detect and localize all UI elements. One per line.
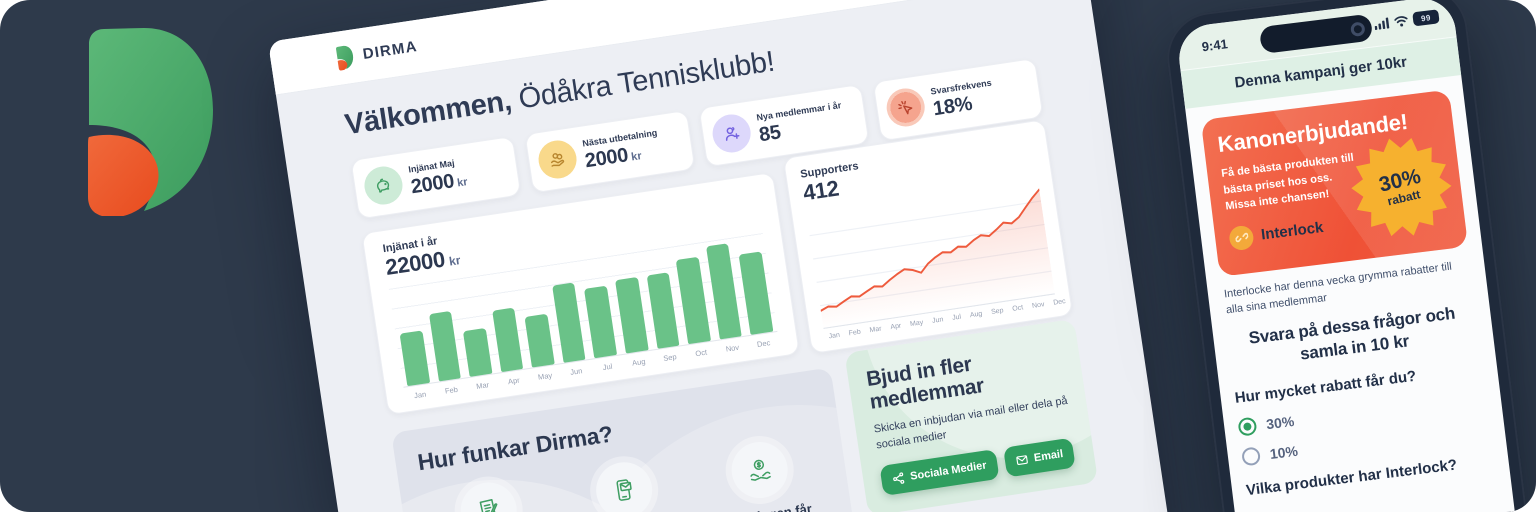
invite-buttons: Sociala Medier Email xyxy=(879,437,1077,496)
bar xyxy=(524,313,555,368)
x-tick-label: Aug xyxy=(631,356,647,368)
phone-screen: 9:41 99 Denna kampanj ger 10kr Kanonerbj… xyxy=(1175,0,1527,512)
phone-mail-icon xyxy=(592,458,656,512)
social-media-button[interactable]: Sociala Medier xyxy=(879,448,1000,496)
signal-icon xyxy=(1374,17,1390,30)
x-tick-label: Jan xyxy=(828,331,841,341)
x-tick-label: Oct xyxy=(1011,304,1024,313)
line-chart xyxy=(806,178,1055,330)
welcome-bold: Välkommen, xyxy=(342,84,514,142)
x-tick-label: Jul xyxy=(951,313,962,322)
how-it-works-item xyxy=(422,474,565,512)
x-tick-label: Nov xyxy=(1031,301,1045,310)
offer-brand-name: Interlock xyxy=(1260,218,1325,244)
starburst-icon xyxy=(1351,138,1452,237)
radio-unselected-icon[interactable] xyxy=(1241,446,1262,467)
x-tick-label: Dec xyxy=(1052,297,1067,307)
status-icons: 99 xyxy=(1373,9,1440,31)
x-tick-label: Feb xyxy=(444,384,459,396)
phone-mockup: 9:41 99 Denna kampanj ger 10kr Kanonerbj… xyxy=(1162,0,1536,512)
x-tick-label: Jun xyxy=(569,366,583,377)
dashboard-body: Välkommen, Ödåkra Tennisklubb! Injänat M… xyxy=(276,0,1170,512)
bar xyxy=(738,250,774,335)
stat-suffix: kr xyxy=(630,149,643,163)
x-tick-label: May xyxy=(909,319,924,329)
bar xyxy=(584,285,618,359)
stat-value: 85 xyxy=(757,120,783,146)
offer-card: Kanonerbjudande! Få de bästa produkten t… xyxy=(1200,89,1469,277)
email-button[interactable]: Email xyxy=(1003,437,1077,478)
cursor-spark-icon xyxy=(884,85,928,130)
hands-money-icon xyxy=(728,438,792,502)
document-pencil-icon xyxy=(456,478,521,512)
how-it-works-items: Vi får erbjudande via mail och vi Föreni… xyxy=(422,433,836,512)
bar xyxy=(399,330,430,387)
offer-brand-row: Interlock xyxy=(1227,200,1451,251)
dirma-logo-small-icon xyxy=(331,44,355,72)
discount-badge: 30% rabatt xyxy=(1345,130,1459,244)
bar xyxy=(491,307,524,373)
x-tick-label: Apr xyxy=(889,322,902,332)
dynamic-island xyxy=(1258,13,1374,55)
phone-status-bar: 9:41 99 xyxy=(1175,0,1457,71)
stat-card: Nästa utbetalning 2000 kr xyxy=(524,109,696,194)
interlock-logo-icon xyxy=(1227,224,1255,251)
x-tick-label: May xyxy=(537,370,553,382)
x-tick-label: Apr xyxy=(507,375,521,387)
x-tick-label: Jun xyxy=(931,316,944,325)
how-item-title: Föreningen får pengar xyxy=(704,498,832,512)
bar xyxy=(428,311,461,382)
invite-members-card: Bjud in fler medlemmar Skicka en inbjuda… xyxy=(844,318,1099,512)
piggy-bank-icon xyxy=(361,163,406,208)
bottom-row: Hur funkar Dirma? Vi får erbjudande via … xyxy=(391,318,1106,512)
user-plus-icon xyxy=(710,111,754,156)
bar xyxy=(705,242,743,340)
option-label: 30% xyxy=(1265,413,1296,433)
x-tick-label: Feb xyxy=(848,328,862,338)
bar xyxy=(615,277,649,354)
x-tick-label: Aug xyxy=(969,310,983,320)
status-time: 9:41 xyxy=(1200,36,1229,55)
x-tick-label: Sep xyxy=(662,352,678,363)
stat-card: Svarsfrekvens 18% xyxy=(872,57,1044,142)
wifi-icon xyxy=(1394,15,1408,27)
bar xyxy=(463,327,493,377)
how-it-works-item: Vi får erbjudande via mail och vi xyxy=(558,453,701,512)
hand-coins-icon xyxy=(535,137,580,182)
how-it-works-panel: Hur funkar Dirma? Vi får erbjudande via … xyxy=(391,367,862,512)
supporters-chart-card: Supporters 412 Jan Feb Mar Apr May Jun Jul Aug S… xyxy=(782,119,1074,355)
x-tick-label: Dec xyxy=(756,338,771,349)
x-tick-label: Jul xyxy=(602,361,613,373)
bar xyxy=(552,282,586,363)
x-tick-label: Nov xyxy=(725,342,740,354)
option-label: 10% xyxy=(1268,442,1299,463)
email-icon xyxy=(1015,453,1029,467)
dirma-logo-icon xyxy=(58,20,218,218)
stat-suffix: kr xyxy=(456,175,469,190)
camera-icon xyxy=(1349,20,1366,37)
x-tick-label: Mar xyxy=(869,325,883,335)
dashboard-topbar: DIRMA xyxy=(268,0,1087,96)
share-icon xyxy=(892,472,906,486)
battery-icon: 99 xyxy=(1412,9,1440,27)
stat-value: 2000 xyxy=(409,169,456,198)
bar xyxy=(646,272,680,349)
bar xyxy=(675,256,711,345)
stat-card: Injänat Maj 2000 kr xyxy=(350,135,522,220)
x-tick-label: Oct xyxy=(694,347,708,359)
brand-name: DIRMA xyxy=(361,38,419,64)
charts-row: Injänat i år 22000 kr Jan Feb Mar Apr May Jun… xyxy=(361,119,1074,417)
how-it-works-item: Föreningen får pengar Annonsörerna bidra… xyxy=(694,433,837,512)
stats-row: Injänat Maj 2000 kr Nästa utbetalning 20… xyxy=(350,57,1044,220)
stat-value: 2000 xyxy=(583,143,630,172)
x-tick-label: Mar xyxy=(475,380,490,391)
stat-card: Nya medlemmar i år 85 xyxy=(698,83,870,168)
x-tick-label: Sep xyxy=(990,307,1005,317)
phone-content: Kanonerbjudande! Få de bästa produkten t… xyxy=(1185,75,1509,501)
dashboard-window: DIRMA Välkommen, Ödåkra Tennisklubb! Inj… xyxy=(268,0,1195,512)
x-tick-label: Jan xyxy=(413,389,427,401)
radio-selected-icon[interactable] xyxy=(1237,416,1258,437)
stat-value: 18% xyxy=(931,92,974,120)
